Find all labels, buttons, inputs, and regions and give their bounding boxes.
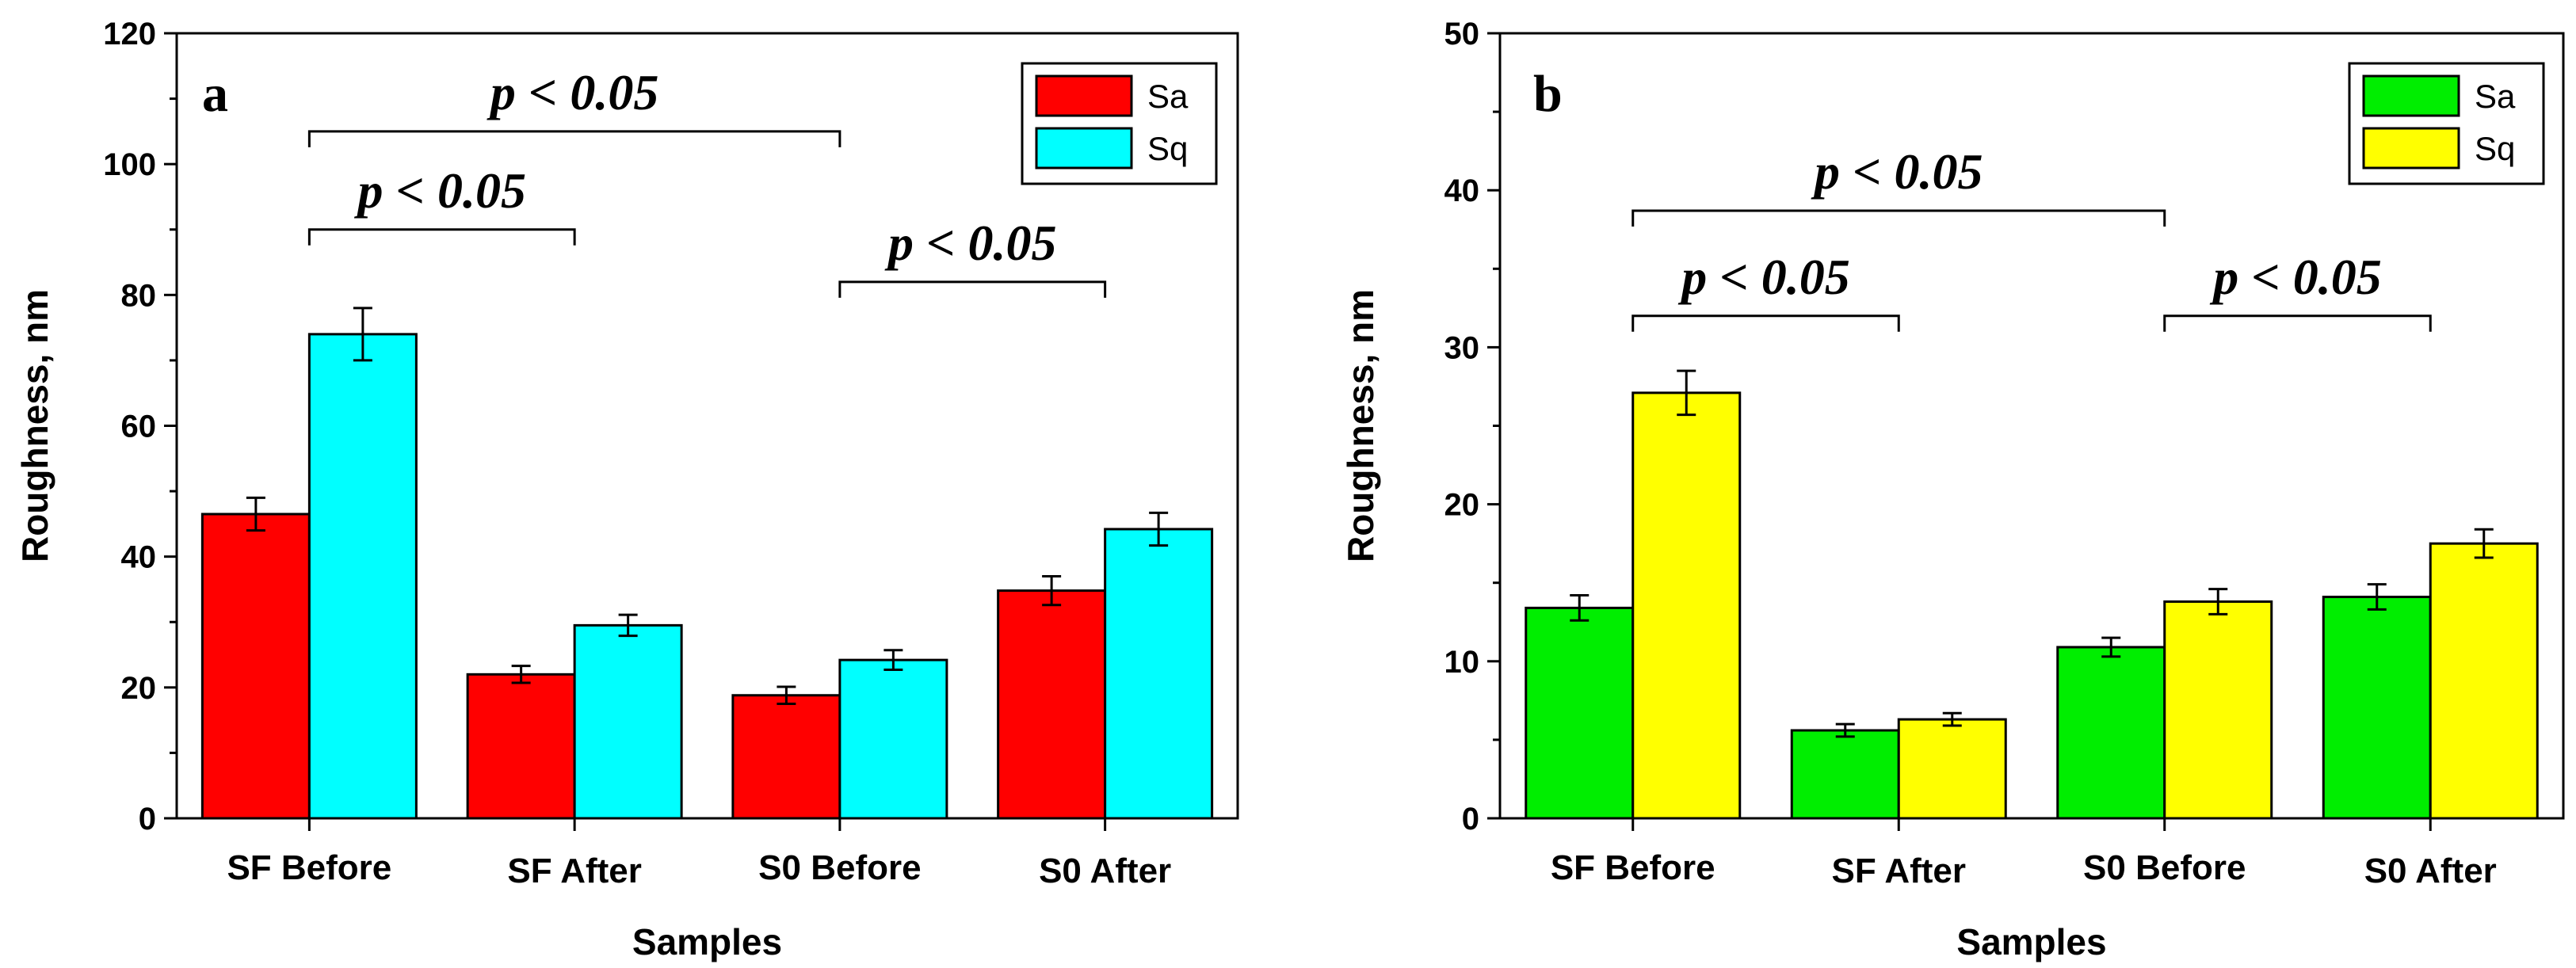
y-tick-label-4: 80 [121, 278, 157, 313]
x-tick-label-1: SF After [507, 852, 642, 890]
bar-sq-1 [573, 623, 683, 820]
bar-sa-3 [997, 589, 1107, 820]
y-tick-label-3: 60 [121, 410, 157, 444]
bar-sq-2 [2163, 600, 2273, 820]
legend-swatch-sa [1035, 74, 1133, 117]
x-tick-label-3: S0 After [2364, 852, 2497, 890]
bar-sq-3 [2429, 542, 2539, 820]
significance-bracket-0 [307, 228, 576, 246]
significance-bracket-1 [1631, 209, 2166, 227]
x-tick-label-2: S0 Before [758, 848, 921, 887]
significance-label-1: p < 0.05 [1811, 143, 1983, 200]
y-tick-label-0: 0 [139, 802, 156, 837]
y-tick-label-2: 40 [121, 540, 157, 575]
bar-sq-3 [1104, 528, 1214, 820]
legend-label-sq: Sq [2475, 130, 2515, 167]
panel-letter: b [1533, 65, 1563, 123]
significance-bracket-1 [307, 130, 841, 147]
legend-swatch-sq [2362, 127, 2460, 170]
legend-label-sq: Sq [1147, 130, 1188, 167]
y-tick-label-4: 40 [1444, 173, 1480, 208]
significance-bracket-2 [2163, 314, 2432, 332]
bar-sa-2 [2056, 646, 2166, 820]
panel-a: 0 20 40 60 80 100 120 SF Before SF After S0 Befor… [14, 17, 1239, 962]
bar-sa-3 [2322, 596, 2432, 820]
x-tick-label-0: SF Before [1551, 848, 1715, 887]
y-tick-label-1: 10 [1444, 645, 1480, 680]
bar-sq-0 [307, 333, 418, 820]
bar-sa-0 [200, 513, 311, 820]
y-axis-title: Roughness, nm [14, 289, 55, 562]
panel-letter: a [202, 65, 228, 123]
bar-sq-0 [1631, 391, 1742, 820]
legend-label-sa: Sa [2475, 78, 2516, 115]
bar-sa-1 [466, 673, 576, 820]
legend-label-sa: Sa [1147, 78, 1189, 115]
y-tick-label-6: 120 [103, 17, 156, 51]
significance-label-1: p < 0.05 [487, 64, 658, 120]
legend-swatch-sq [1035, 127, 1133, 170]
y-tick-label-2: 20 [1444, 488, 1480, 523]
significance-label-0: p < 0.05 [354, 162, 526, 219]
bar-sa-0 [1525, 606, 1635, 820]
y-tick-label-5: 50 [1444, 17, 1480, 51]
bar-sq-2 [838, 658, 948, 820]
bar-sa-1 [1790, 729, 1900, 820]
significance-label-2: p < 0.05 [2209, 249, 2381, 305]
significance-label-0: p < 0.05 [1677, 249, 1849, 305]
x-tick-label-2: S0 Before [2083, 848, 2246, 887]
legend-swatch-sa [2362, 74, 2460, 117]
significance-bracket-2 [838, 280, 1107, 298]
significance-bracket-0 [1631, 314, 1900, 332]
bar-sq-1 [1897, 718, 2007, 820]
x-axis-title: Samples [1956, 921, 2106, 962]
significance-label-2: p < 0.05 [884, 215, 1056, 271]
y-tick-label-0: 0 [1462, 802, 1479, 837]
x-tick-label-1: SF After [1832, 852, 1967, 890]
y-tick-label-3: 30 [1444, 330, 1480, 365]
x-tick-label-3: S0 After [1039, 852, 1171, 890]
panel-b: 0 10 20 30 40 50 SF Before SF After S0 Before S0 … [1340, 17, 2565, 962]
y-tick-label-5: 100 [103, 147, 156, 182]
x-axis-title: Samples [632, 921, 782, 962]
y-tick-label-1: 20 [121, 671, 157, 706]
bar-sa-2 [731, 694, 841, 820]
y-axis-title: Roughness, nm [1340, 289, 1381, 562]
x-tick-label-0: SF Before [227, 848, 391, 887]
